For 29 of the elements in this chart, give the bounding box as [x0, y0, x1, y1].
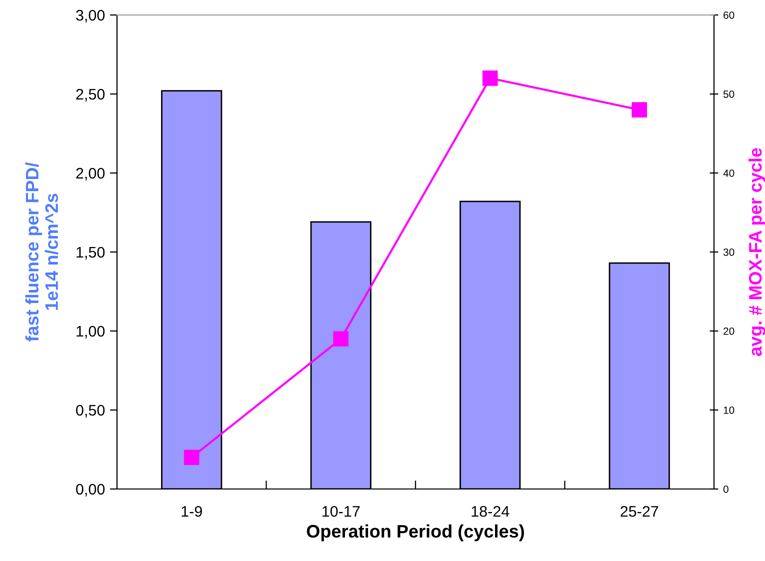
- y-tick-label: 0,50: [76, 404, 105, 418]
- bar: [161, 90, 222, 489]
- y-tick-label: 3,00: [76, 10, 105, 22]
- point: [482, 70, 498, 86]
- y2-tick-label: 10: [724, 406, 734, 414]
- bar: [460, 200, 521, 489]
- y2-axis-title: avg. # MOX-FA per cycle: [748, 148, 765, 356]
- y2-tick-label: 30: [723, 248, 734, 256]
- x-tick-label: 25-27: [620, 506, 658, 517]
- y-tick-label: 0,00: [76, 484, 105, 496]
- y2-tick-label: 20: [724, 328, 734, 335]
- y2-tick-label: 60: [724, 12, 734, 19]
- y2-tick-label: 0: [723, 486, 728, 493]
- x-tick-label: 18-24: [472, 506, 510, 517]
- y-tick-label: 1,00: [76, 326, 105, 338]
- y-tick-label: 2,00: [76, 168, 105, 180]
- bar: [608, 262, 670, 489]
- y2-tick-label: 40: [723, 170, 734, 177]
- y-axis-title: fast fluence per FPD/ 1e14 n/cm^2s: [25, 162, 58, 342]
- point: [632, 102, 648, 118]
- x-axis-title: Operation Period (cycles): [306, 524, 524, 542]
- point: [184, 450, 200, 466]
- x-tick-label: 1-9: [182, 506, 202, 517]
- point: [333, 331, 349, 347]
- y2-tick-label: 50: [723, 90, 734, 98]
- x-tick-label: 10-17: [322, 506, 360, 517]
- y-tick-label: 1,50: [76, 246, 105, 260]
- bar: [310, 221, 372, 489]
- y-tick-label: 2,50: [76, 88, 105, 102]
